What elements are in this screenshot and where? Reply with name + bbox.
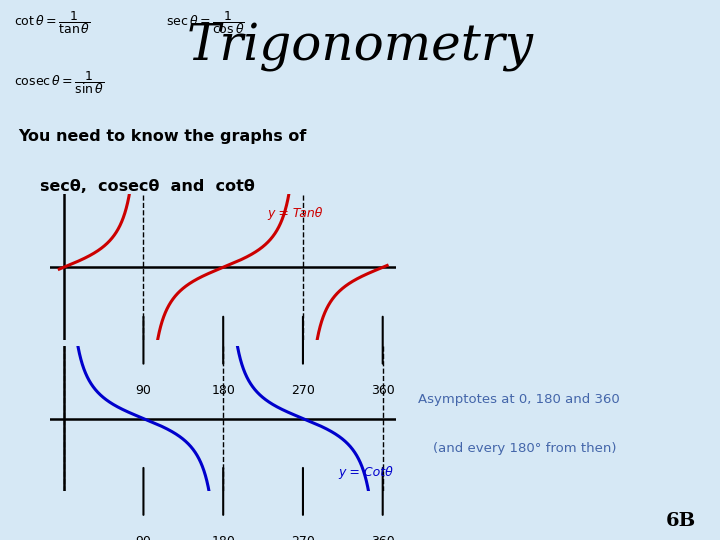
Text: You need to know the graphs of: You need to know the graphs of	[18, 129, 306, 144]
Text: 360: 360	[371, 535, 395, 540]
Text: 270: 270	[291, 384, 315, 397]
Text: $\mathrm{cosec}\,\theta = \dfrac{1}{\sin\theta}$: $\mathrm{cosec}\,\theta = \dfrac{1}{\sin…	[14, 69, 104, 96]
Text: 180: 180	[211, 384, 235, 397]
Text: 6B: 6B	[665, 512, 696, 530]
Text: y = Tanθ: y = Tanθ	[268, 207, 323, 220]
Text: 270: 270	[291, 535, 315, 540]
Text: y = Cotθ: y = Cotθ	[338, 466, 393, 479]
Text: Asymptotes at 0, 180 and 360: Asymptotes at 0, 180 and 360	[418, 393, 620, 406]
Text: 360: 360	[371, 384, 395, 397]
Text: $\sec\theta = \dfrac{1}{\cos\theta}$: $\sec\theta = \dfrac{1}{\cos\theta}$	[166, 10, 244, 36]
Text: 90: 90	[135, 535, 151, 540]
Text: (and every 180° from then): (and every 180° from then)	[433, 442, 617, 455]
Text: Trigonometry: Trigonometry	[186, 23, 534, 72]
Text: 180: 180	[211, 535, 235, 540]
Text: $\cot\theta = \dfrac{1}{\tan\theta}$: $\cot\theta = \dfrac{1}{\tan\theta}$	[14, 10, 91, 36]
Text: secθ,  cosecθ  and  cotθ: secθ, cosecθ and cotθ	[40, 179, 255, 194]
Text: 90: 90	[135, 384, 151, 397]
